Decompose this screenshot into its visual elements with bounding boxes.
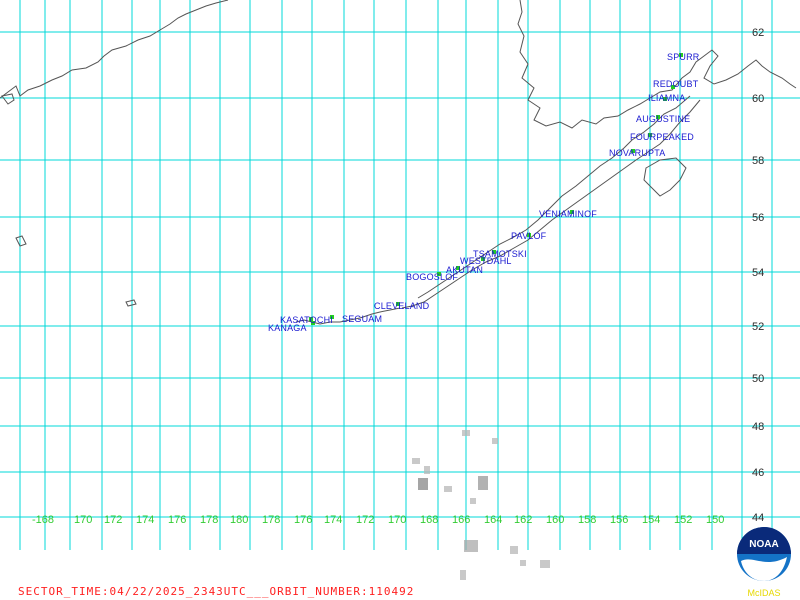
volcano-marker [396, 302, 400, 306]
longitude-label: 162 [514, 514, 532, 526]
longitude-label: 160 [546, 514, 564, 526]
island-small-2 [15, 235, 27, 247]
longitude-label: 170 [388, 514, 406, 526]
volcano-labels: SPURR REDOUBT ILIAMNA AUGUSTINE FOURPEAKED NO… [268, 52, 700, 333]
volcano-label: BOGOSLOF [406, 272, 458, 282]
cloud-speckle [412, 430, 550, 580]
longitude-label: 158 [578, 514, 596, 526]
volcano-marker [671, 85, 675, 89]
longitude-label: 164 [484, 514, 502, 526]
longitude-label: 170 [74, 514, 92, 526]
coastline [0, 0, 797, 325]
coastline-peninsula-south [401, 99, 701, 309]
volcano-label: VENIAMINOF [539, 209, 597, 219]
volcano-marker [631, 149, 635, 153]
aleutian-islands [295, 307, 401, 325]
volcano-marker [309, 317, 313, 321]
volcano-label: SPURR [667, 52, 700, 62]
longitude-label: 178 [262, 514, 280, 526]
coastline-peninsula [417, 95, 691, 299]
longitude-label: 176 [168, 514, 186, 526]
volcano-marker [481, 257, 485, 261]
longitude-label: 174 [136, 514, 154, 526]
latitude-label: 52 [752, 321, 764, 333]
coastline-alaska-west [517, 0, 797, 129]
latitude-label: 58 [752, 155, 764, 167]
coastline-north [0, 0, 229, 99]
longitude-label: 152 [674, 514, 692, 526]
noaa-logo: NOAA McIDAS [737, 527, 791, 598]
volcano-marker [570, 210, 574, 214]
latitude-label: 60 [752, 93, 764, 105]
kodiak-island [643, 157, 687, 197]
noaa-logo-text: NOAA [749, 539, 778, 550]
longitude-label: 154 [642, 514, 660, 526]
volcano-marker [456, 266, 460, 270]
volcano-label: CLEVELAND [374, 301, 430, 311]
longitude-label: 172 [356, 514, 374, 526]
volcano-label: AUGUSTINE [636, 114, 690, 124]
longitude-label: 180 [230, 514, 248, 526]
latitude-label: 56 [752, 212, 764, 224]
volcano-label: SEGUAM [342, 314, 382, 324]
latitude-labels: 62 60 58 56 54 52 50 48 46 44 [752, 27, 764, 524]
latitude-label: 62 [752, 27, 764, 39]
coastline-islands-west [1, 93, 15, 105]
volcano-marker [330, 315, 334, 319]
longitude-label: 156 [610, 514, 628, 526]
longitude-label: -168 [32, 514, 54, 526]
latitude-label: 46 [752, 467, 764, 479]
volcano-marker [311, 321, 315, 325]
longitude-label: 168 [420, 514, 438, 526]
island-small-1 [125, 299, 137, 307]
longitude-label: 174 [324, 514, 342, 526]
volcano-marker [648, 133, 652, 137]
volcano-label: ILIAMNA [648, 93, 685, 103]
volcano-marker [656, 115, 660, 119]
volcano-marker [492, 250, 496, 254]
volcano-marker [679, 53, 683, 57]
volcano-label: AKUTAN [446, 265, 483, 275]
longitude-label: 150 [706, 514, 724, 526]
longitude-label: 176 [294, 514, 312, 526]
mcidas-caption: McIDAS [747, 588, 780, 598]
volcano-marker [663, 97, 667, 101]
volcano-label: PAVLOF [511, 231, 547, 241]
volcano-label: KANAGA [268, 323, 307, 333]
latitude-label: 50 [752, 373, 764, 385]
volcano-markers [309, 53, 683, 325]
latitude-label: 48 [752, 421, 764, 433]
volcano-label: FOURPEAKED [630, 132, 694, 142]
volcano-label: REDOUBT [653, 79, 699, 89]
longitude-label: 166 [452, 514, 470, 526]
lat-lon-grid [0, 0, 800, 550]
latitude-label: 54 [752, 267, 764, 279]
volcano-label: KASATOCHI [280, 315, 333, 325]
volcano-label: WESTDAHL [460, 256, 512, 266]
volcano-label: NOVARUPTA [609, 148, 665, 158]
longitude-label: 172 [104, 514, 122, 526]
sector-time-footer: SECTOR_TIME:04/22/2025_2343UTC___ORBIT_N… [18, 585, 415, 598]
longitude-labels: -168 170 172 174 176 178 180 178 176 174 172 170 168… [32, 514, 724, 526]
latitude-label: 44 [752, 512, 764, 524]
longitude-label: 178 [200, 514, 218, 526]
volcano-label: TSAMOTSKI [473, 249, 527, 259]
volcano-marker [527, 233, 531, 237]
volcano-marker [437, 272, 441, 276]
